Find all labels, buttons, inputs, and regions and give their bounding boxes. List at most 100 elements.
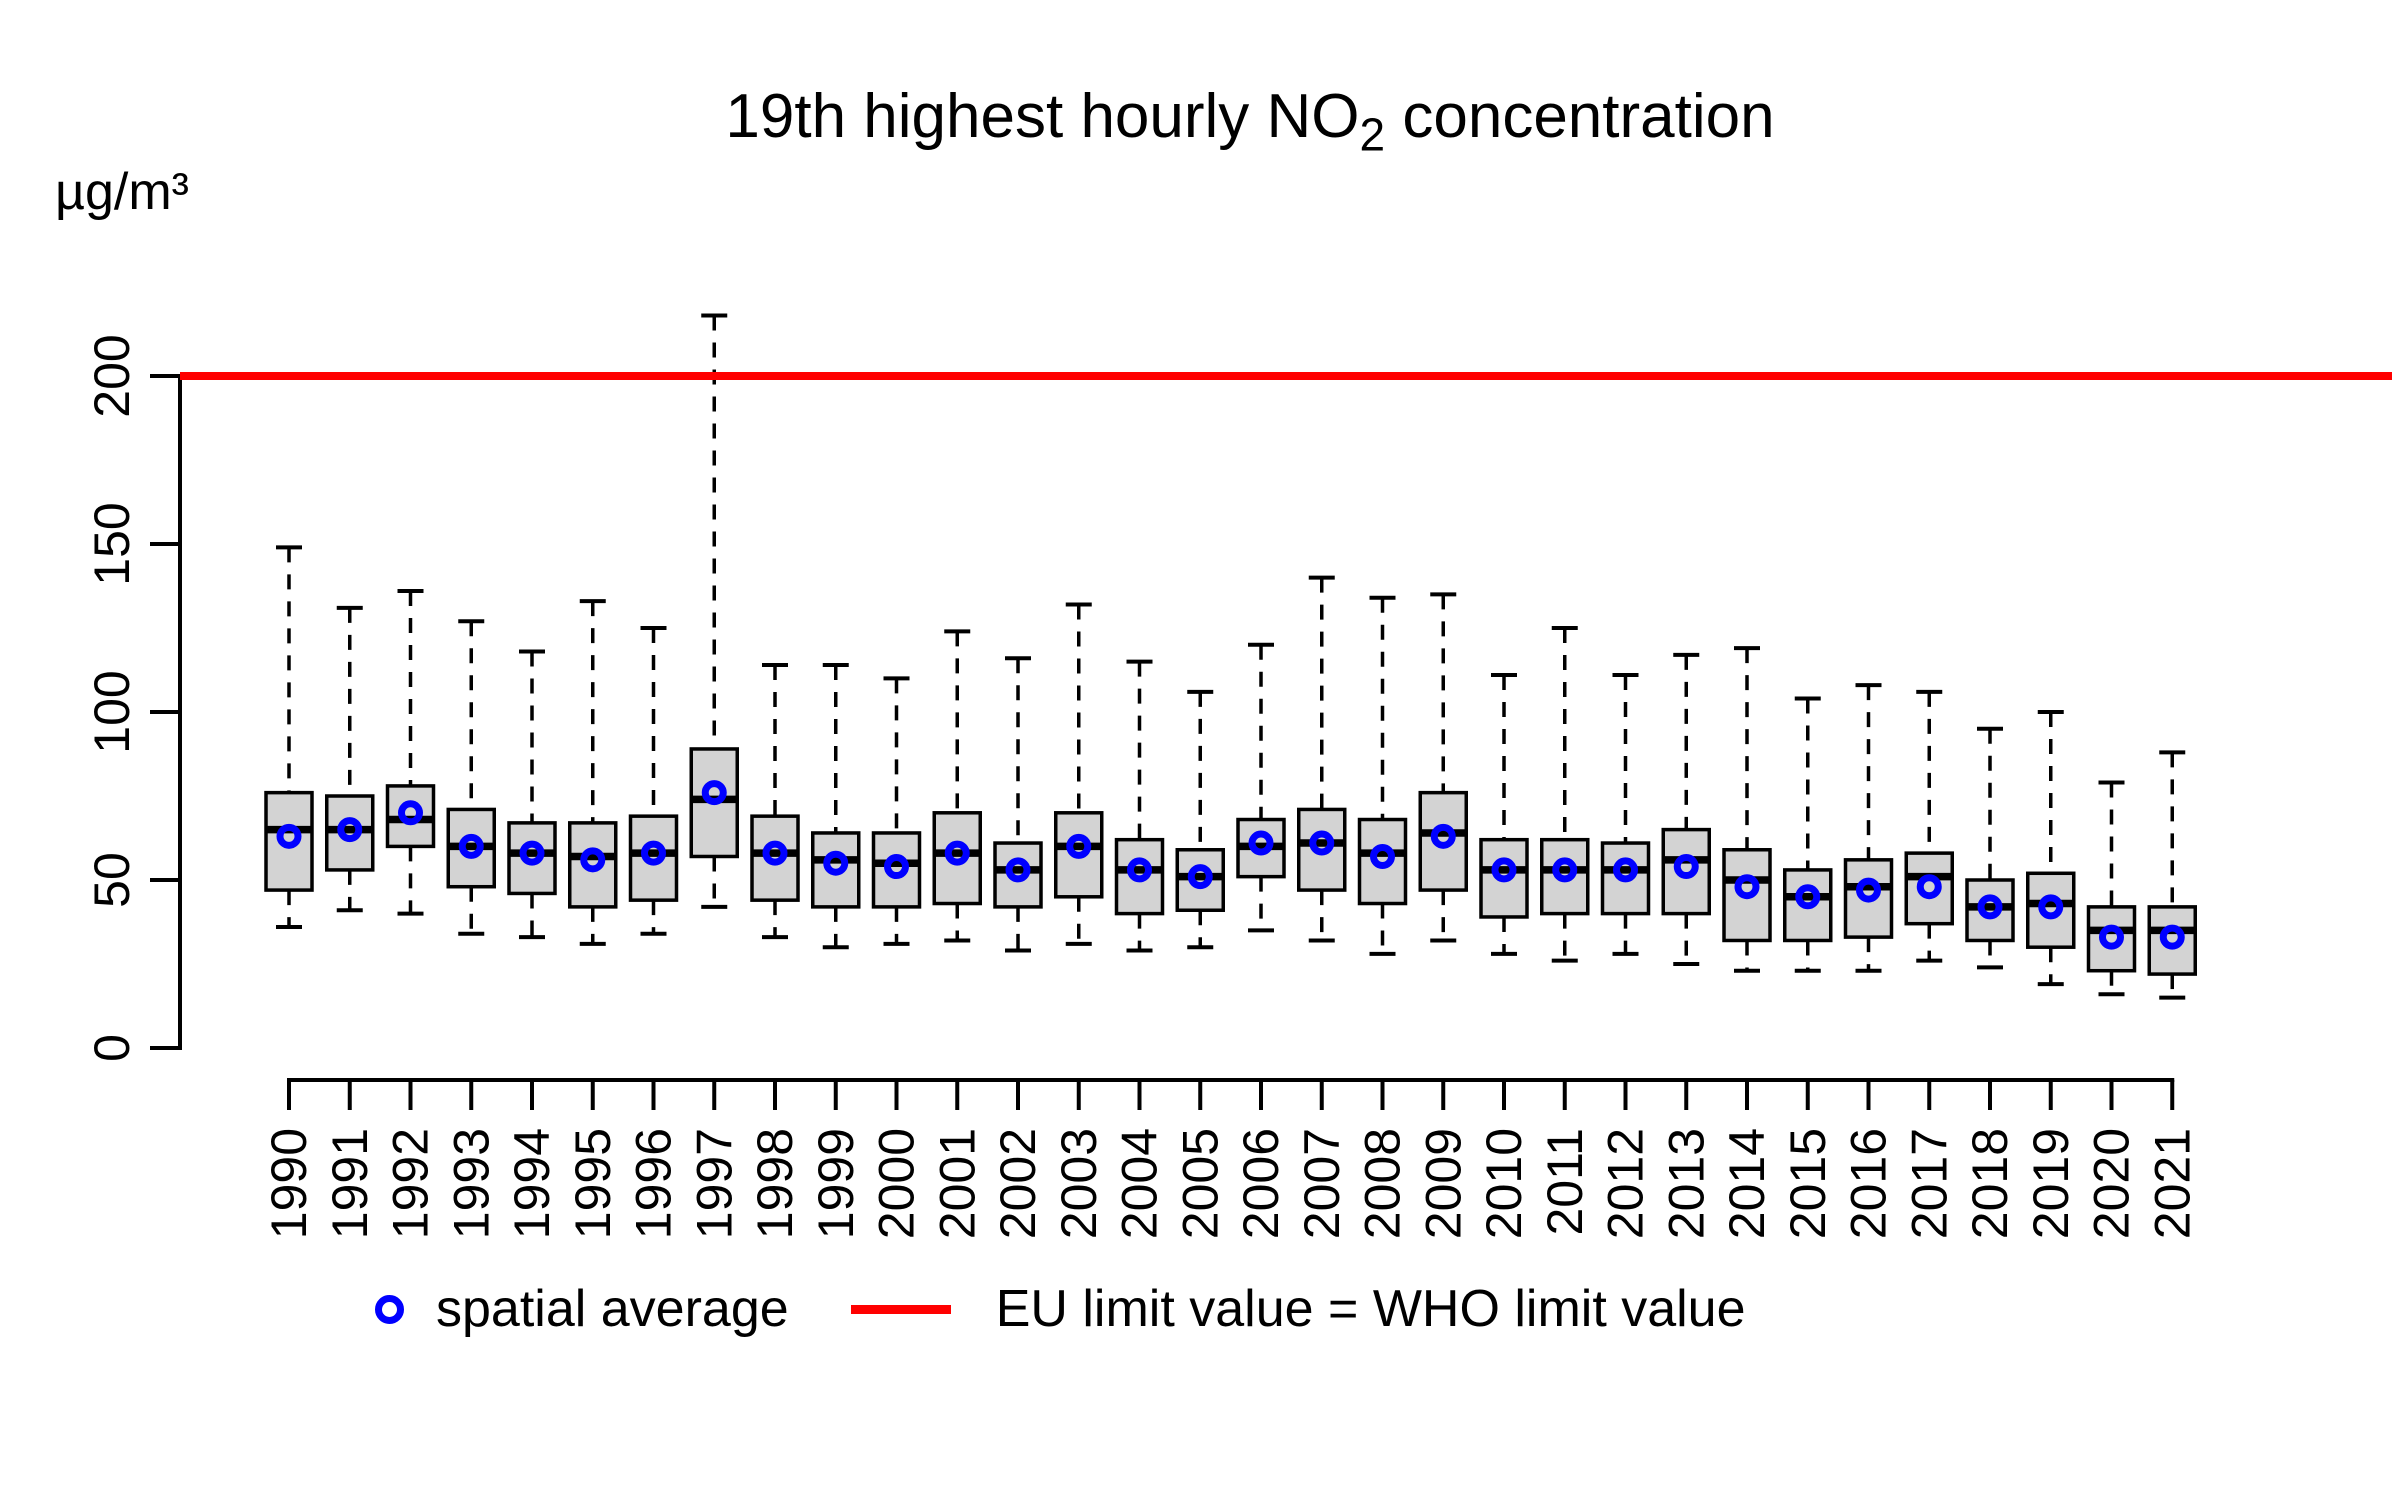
mean-circle-2015 xyxy=(1795,884,1821,910)
legend: spatial average EU limit value = WHO lim… xyxy=(375,1278,1746,1340)
box-2008 xyxy=(1357,817,1408,906)
x-axis-tick-label-1996: 1996 xyxy=(626,1128,682,1239)
x-axis-tick-label-1992: 1992 xyxy=(383,1128,439,1239)
chart-title-suffix: concentration xyxy=(1385,82,1775,151)
x-axis-tick-label-1994: 1994 xyxy=(504,1128,560,1239)
mean-circle-2002 xyxy=(1005,857,1031,883)
x-axis-tick-label-2014: 2014 xyxy=(1719,1128,1775,1239)
box-2009 xyxy=(1418,790,1468,892)
box-1996 xyxy=(628,814,679,902)
box-2019 xyxy=(2026,871,2076,949)
mean-circle-2013 xyxy=(1673,854,1699,880)
mean-circle-1993 xyxy=(458,833,484,859)
box-2004 xyxy=(1114,837,1165,916)
box-1994 xyxy=(507,821,557,896)
chart-title: 19th highest hourly NO2 concentration xyxy=(725,86,1774,158)
y-axis-tick-label-100: 100 xyxy=(84,670,140,753)
x-axis-tick-label-2018: 2018 xyxy=(1962,1128,2018,1239)
y-axis-tick-label-50: 50 xyxy=(84,852,140,908)
y-axis-tick-label-150: 150 xyxy=(84,502,140,585)
mean-circle-2006 xyxy=(1248,830,1274,856)
y-axis-tick-label-0: 0 xyxy=(84,1034,140,1062)
x-axis-tick-label-1990: 1990 xyxy=(261,1128,317,1239)
mean-circle-1994 xyxy=(519,840,545,866)
x-axis-tick-label-2006: 2006 xyxy=(1233,1128,1289,1239)
x-axis-tick-label-2010: 2010 xyxy=(1476,1128,1532,1239)
mean-circle-2009 xyxy=(1430,823,1456,849)
mean-circle-2005 xyxy=(1187,864,1213,890)
x-axis-tick-label-2000: 2000 xyxy=(869,1128,925,1239)
x-axis-tick-label-2017: 2017 xyxy=(1901,1128,1957,1239)
mean-circle-2018 xyxy=(1977,894,2003,920)
mean-circle-2007 xyxy=(1309,830,1335,856)
box-2002 xyxy=(993,841,1043,909)
x-axis-tick-label-2002: 2002 xyxy=(990,1128,1046,1239)
mean-circle-2008 xyxy=(1370,843,1395,869)
mean-circle-1992 xyxy=(398,800,423,826)
mean-circle-1990 xyxy=(276,823,302,849)
mean-circle-1995 xyxy=(580,847,606,873)
legend-label-spatial-average: spatial average xyxy=(436,1280,789,1338)
x-axis-tick-label-2019: 2019 xyxy=(2023,1128,2079,1239)
mean-circle-2021 xyxy=(2159,924,2185,950)
x-axis-tick-label-1995: 1995 xyxy=(565,1128,621,1239)
x-axis-tick-label-2015: 2015 xyxy=(1780,1128,1836,1239)
mean-circle-1997 xyxy=(701,780,727,806)
x-axis-tick-label-2007: 2007 xyxy=(1294,1128,1350,1239)
x-axis-tick-label-2012: 2012 xyxy=(1598,1128,1654,1239)
box-2020 xyxy=(2086,905,2137,973)
mean-circle-2020 xyxy=(2099,924,2124,950)
box-1990 xyxy=(264,790,314,892)
legend-open-circle-icon xyxy=(375,1294,404,1324)
box-2016 xyxy=(1843,858,1894,939)
x-axis-tick-label-2009: 2009 xyxy=(1415,1128,1471,1239)
chart-title-subscript: 2 xyxy=(1359,108,1386,161)
mean-circle-1998 xyxy=(762,840,788,866)
x-axis-tick-label-2001: 2001 xyxy=(929,1128,985,1239)
x-axis-tick-label-2020: 2020 xyxy=(2084,1128,2140,1239)
mean-circle-2003 xyxy=(1066,833,1092,859)
y-axis-unit-label: µg/m³ xyxy=(55,163,189,221)
chart-title-prefix: 19th highest hourly NO xyxy=(725,82,1360,151)
box-2000 xyxy=(871,831,922,909)
box-1998 xyxy=(750,814,800,902)
x-axis-tick-label-2016: 2016 xyxy=(1841,1128,1897,1239)
box-2001 xyxy=(932,811,982,906)
x-axis-tick-label-1999: 1999 xyxy=(808,1128,864,1239)
box-2010 xyxy=(1479,837,1529,919)
mean-circle-2019 xyxy=(2038,894,2064,920)
mean-circle-2001 xyxy=(944,840,970,866)
box-2015 xyxy=(1783,868,1833,943)
box-2017 xyxy=(1904,851,1954,926)
x-axis-tick-label-2005: 2005 xyxy=(1172,1128,1228,1239)
box-2021 xyxy=(2147,905,2197,976)
legend-red-line-icon xyxy=(850,1304,951,1314)
x-axis-tick-label-1991: 1991 xyxy=(322,1128,378,1239)
mean-circle-1996 xyxy=(641,840,666,866)
x-axis-tick-label-2021: 2021 xyxy=(2144,1128,2200,1239)
x-axis-tick-label-1998: 1998 xyxy=(747,1128,803,1239)
mean-circle-1991 xyxy=(337,817,363,843)
mean-circle-2000 xyxy=(884,854,909,880)
x-axis-tick-label-2004: 2004 xyxy=(1112,1128,1168,1239)
legend-item-spatial-average: spatial average xyxy=(375,1278,789,1340)
mean-circle-1999 xyxy=(823,850,849,876)
mean-circle-2014 xyxy=(1734,874,1760,900)
mean-circle-2011 xyxy=(1552,857,1578,883)
mean-circle-2004 xyxy=(1127,857,1152,883)
legend-item-eu-limit: EU limit value = WHO limit value xyxy=(850,1278,1746,1340)
box-1995 xyxy=(568,821,618,909)
mean-circle-2012 xyxy=(1613,857,1638,883)
x-axis-tick-label-1993: 1993 xyxy=(443,1128,499,1239)
legend-label-eu-limit: EU limit value = WHO limit value xyxy=(995,1280,1746,1338)
x-axis-tick-label-2011: 2011 xyxy=(1537,1128,1593,1236)
x-axis-tick-label-2013: 2013 xyxy=(1658,1128,1714,1239)
mean-circle-2016 xyxy=(1856,877,1881,903)
x-axis-tick-label-2003: 2003 xyxy=(1051,1128,1107,1239)
x-axis-tick-label-2008: 2008 xyxy=(1355,1128,1411,1239)
y-axis-tick-label-200: 200 xyxy=(84,334,140,417)
mean-circle-2017 xyxy=(1916,874,1942,900)
box-2013 xyxy=(1661,827,1711,916)
